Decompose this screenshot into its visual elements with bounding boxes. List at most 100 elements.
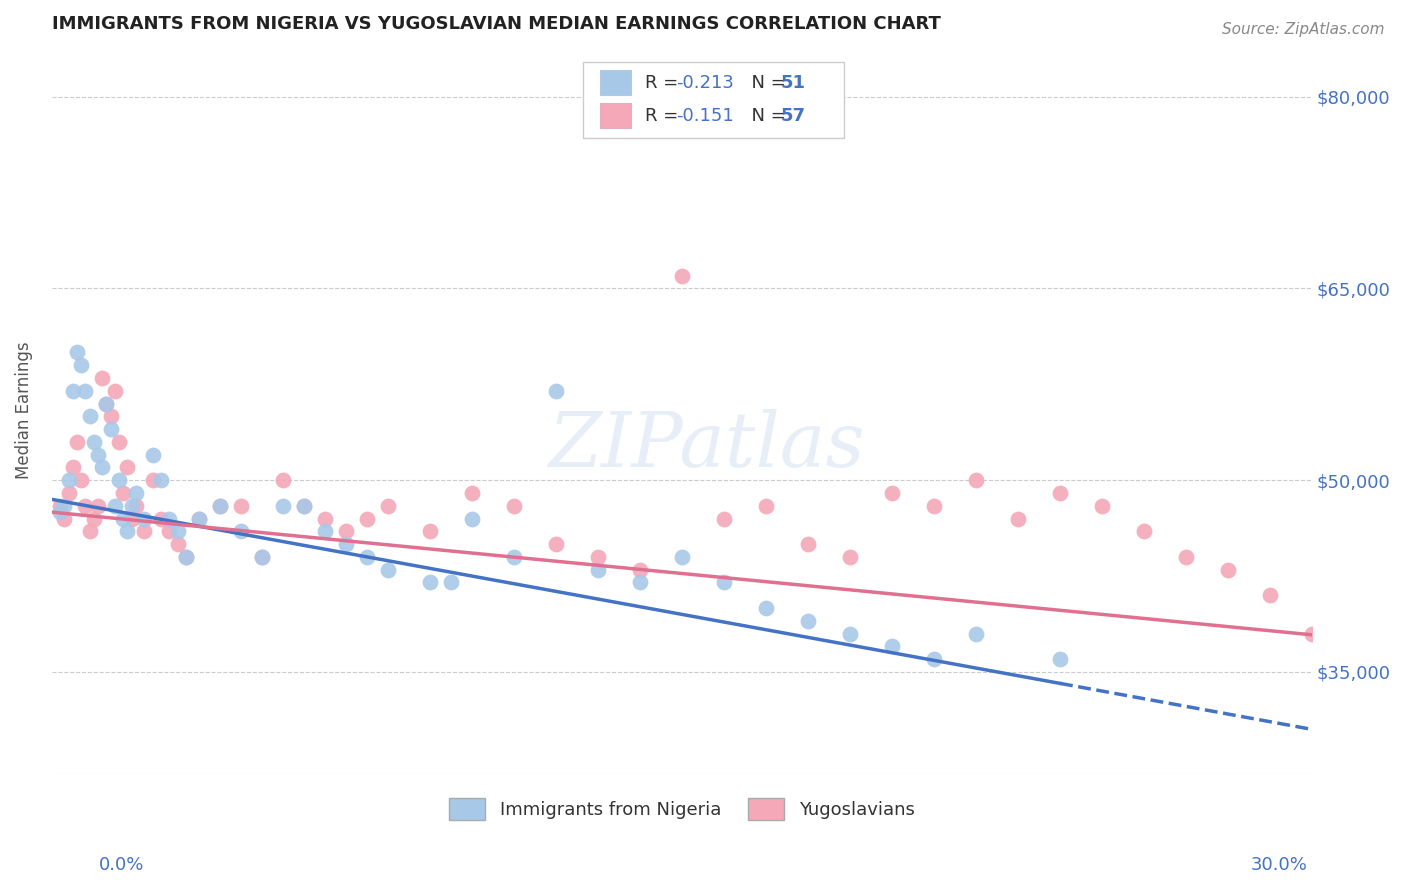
Point — [66, 434, 89, 449]
Point — [142, 448, 165, 462]
Point — [377, 499, 399, 513]
Point — [1007, 511, 1029, 525]
Point — [134, 511, 156, 525]
Point — [66, 345, 89, 359]
Text: Source: ZipAtlas.com: Source: ZipAtlas.com — [1222, 22, 1385, 37]
Point — [157, 511, 180, 525]
Point — [104, 384, 127, 398]
Point — [502, 549, 524, 564]
Point — [104, 499, 127, 513]
Point — [356, 549, 378, 564]
Point — [96, 396, 118, 410]
Point — [1091, 499, 1114, 513]
Point — [83, 511, 105, 525]
Point — [461, 511, 484, 525]
Text: ZIPatlas: ZIPatlas — [548, 409, 866, 483]
Point — [149, 473, 172, 487]
Point — [166, 537, 188, 551]
Point — [58, 473, 80, 487]
Point — [174, 549, 197, 564]
Point — [440, 575, 463, 590]
Point — [1049, 652, 1071, 666]
Point — [1258, 588, 1281, 602]
Point — [49, 499, 72, 513]
Point — [117, 524, 139, 539]
Point — [1175, 549, 1198, 564]
Point — [628, 575, 651, 590]
Point — [149, 511, 172, 525]
Point — [134, 524, 156, 539]
Point — [91, 371, 114, 385]
Point — [53, 499, 76, 513]
Point — [1049, 486, 1071, 500]
Point — [49, 505, 72, 519]
Point — [121, 511, 143, 525]
Point — [271, 499, 294, 513]
Point — [79, 409, 101, 424]
Point — [271, 473, 294, 487]
Point — [100, 422, 122, 436]
Point — [671, 549, 693, 564]
Point — [166, 524, 188, 539]
Point — [53, 511, 76, 525]
Text: 51: 51 — [780, 73, 806, 92]
Point — [70, 473, 93, 487]
Point — [117, 460, 139, 475]
Y-axis label: Median Earnings: Median Earnings — [15, 341, 32, 479]
Point — [839, 549, 862, 564]
Point — [87, 499, 110, 513]
Text: N =: N = — [740, 73, 792, 92]
Point — [419, 524, 441, 539]
Point — [125, 486, 148, 500]
Point — [356, 511, 378, 525]
Point — [62, 460, 84, 475]
Point — [108, 434, 131, 449]
Point — [797, 614, 820, 628]
Point — [187, 511, 209, 525]
Text: 57: 57 — [780, 107, 806, 125]
Point — [187, 511, 209, 525]
Point — [250, 549, 273, 564]
Point — [58, 486, 80, 500]
Text: IMMIGRANTS FROM NIGERIA VS YUGOSLAVIAN MEDIAN EARNINGS CORRELATION CHART: IMMIGRANTS FROM NIGERIA VS YUGOSLAVIAN M… — [52, 15, 941, 33]
Point — [157, 524, 180, 539]
Point — [713, 575, 735, 590]
Text: -0.151: -0.151 — [676, 107, 734, 125]
Point — [75, 384, 97, 398]
Point — [91, 460, 114, 475]
Point — [142, 473, 165, 487]
Text: R =: R = — [645, 107, 685, 125]
Point — [586, 563, 609, 577]
Point — [229, 524, 252, 539]
Point — [755, 601, 778, 615]
Point — [671, 268, 693, 283]
Point — [797, 537, 820, 551]
Point — [112, 486, 135, 500]
Point — [335, 524, 357, 539]
Point — [108, 473, 131, 487]
Point — [208, 499, 231, 513]
Point — [419, 575, 441, 590]
Point — [502, 499, 524, 513]
Point — [544, 384, 567, 398]
Point — [314, 524, 336, 539]
Point — [839, 626, 862, 640]
Point — [922, 652, 945, 666]
Legend: Immigrants from Nigeria, Yugoslavians: Immigrants from Nigeria, Yugoslavians — [441, 790, 922, 827]
Point — [292, 499, 315, 513]
Point — [174, 549, 197, 564]
Point — [1216, 563, 1239, 577]
Point — [62, 384, 84, 398]
Text: -0.213: -0.213 — [676, 73, 734, 92]
Point — [713, 511, 735, 525]
Point — [880, 486, 903, 500]
Point — [83, 434, 105, 449]
Point — [314, 511, 336, 525]
Point — [1133, 524, 1156, 539]
Point — [250, 549, 273, 564]
Point — [229, 499, 252, 513]
Point — [87, 448, 110, 462]
Point — [461, 486, 484, 500]
Point — [965, 473, 987, 487]
Point — [377, 563, 399, 577]
